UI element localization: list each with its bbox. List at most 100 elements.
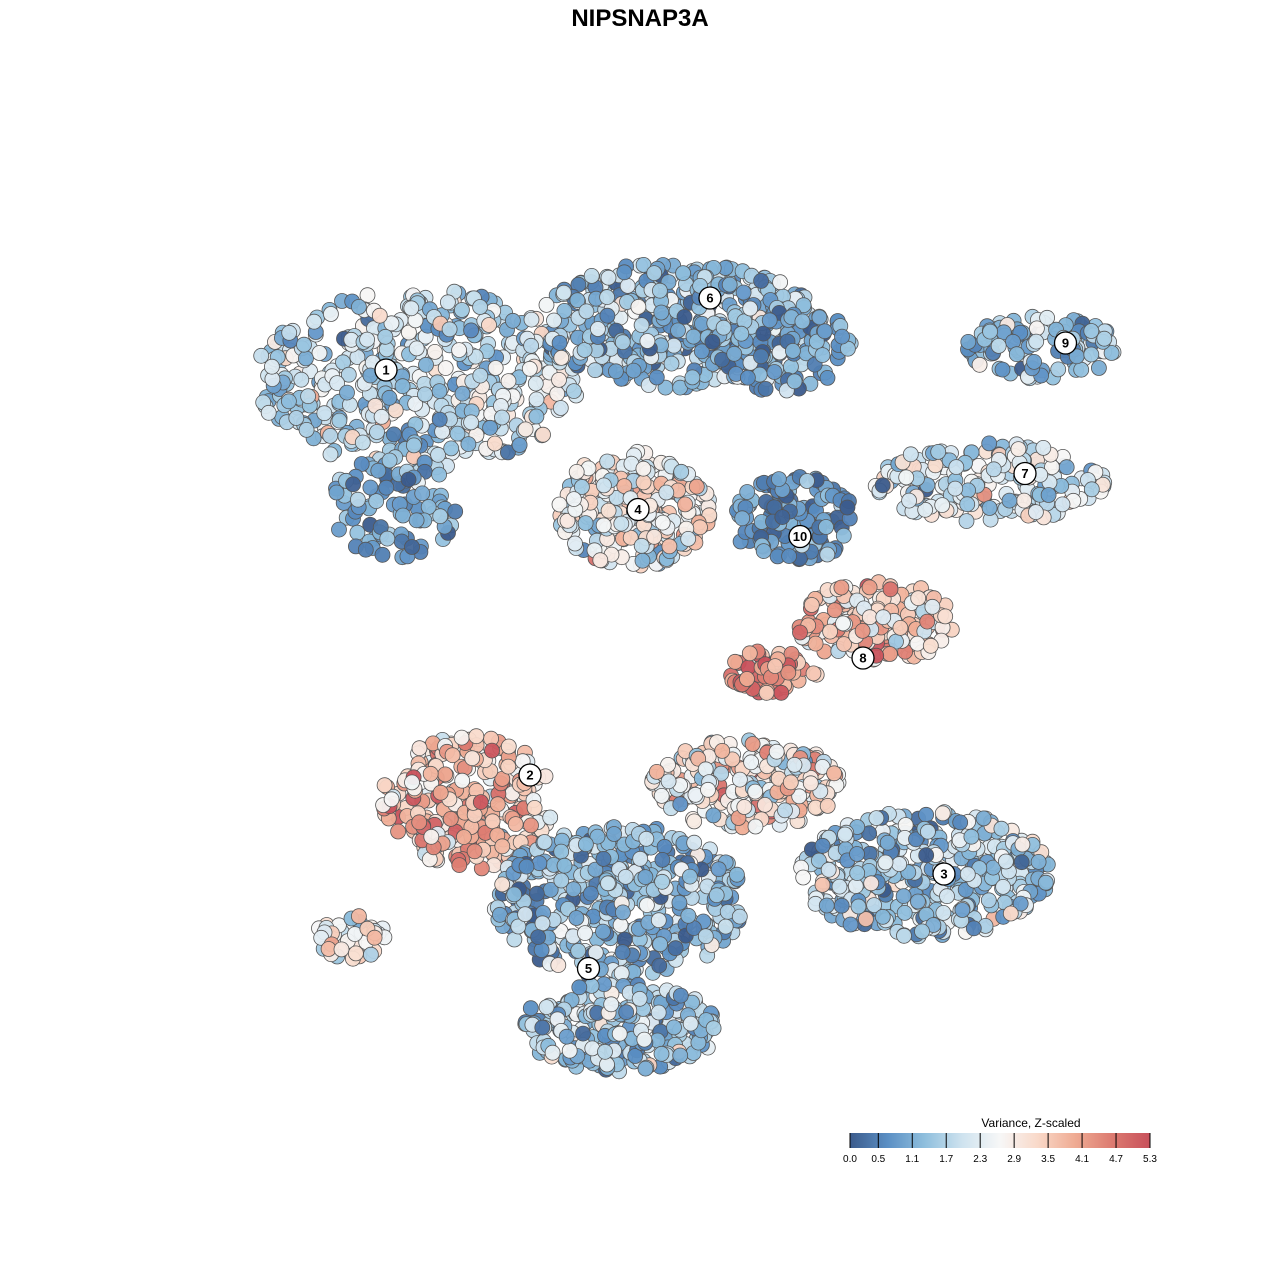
cell-point [863, 875, 880, 892]
cluster-marker [518, 763, 542, 787]
cell-point [653, 304, 670, 321]
cell-point [437, 360, 454, 377]
cell-point [959, 866, 976, 883]
cell-point [407, 395, 424, 412]
cluster-label-3: 3 [932, 862, 956, 886]
cell-point [505, 312, 521, 329]
cell-point [442, 811, 459, 827]
cell-point [538, 296, 555, 313]
cell-point [408, 340, 425, 357]
cell-point [400, 471, 417, 488]
cell-point [1035, 439, 1052, 456]
cell-point [835, 615, 851, 632]
cell-point [322, 427, 339, 444]
cell-point [948, 459, 965, 476]
cell-point [710, 861, 727, 878]
cell-point [736, 799, 753, 815]
cluster-marker [851, 646, 875, 670]
cell-point [742, 300, 759, 317]
cell-point [600, 502, 617, 519]
cell-point [834, 328, 850, 345]
cell-point [622, 529, 639, 546]
cell-point [608, 363, 624, 380]
cell-point [439, 294, 456, 311]
cell-point [523, 311, 540, 328]
cell-point [661, 538, 678, 555]
cell-point [526, 800, 543, 816]
cell-point [431, 411, 448, 428]
cell-point [472, 794, 489, 810]
cell-point [350, 908, 367, 925]
cell-point [576, 342, 593, 358]
cell-point [898, 469, 915, 486]
cell-point [553, 872, 570, 889]
cell-point [331, 521, 347, 538]
cell-point [423, 828, 440, 845]
legend-colorbar [850, 1133, 1150, 1148]
cell-point [570, 942, 587, 959]
cluster-marker [1013, 461, 1037, 486]
cell-point [819, 546, 836, 563]
cell-point [575, 1025, 591, 1042]
cell-point [288, 410, 305, 426]
cell-point [734, 510, 751, 527]
cell-point [559, 512, 576, 529]
cell-point [253, 347, 270, 364]
cell-point [544, 1044, 561, 1061]
cell-point [472, 299, 489, 315]
cell-point [705, 1020, 722, 1037]
cell-point [918, 847, 935, 864]
cell-point [735, 284, 752, 301]
cell-point [596, 477, 612, 494]
cell-point [595, 923, 611, 940]
cell-point [451, 342, 468, 359]
cell-point [877, 854, 894, 871]
cell-point [724, 751, 741, 768]
cluster-number: 8 [859, 651, 866, 666]
cell-point [518, 858, 535, 875]
cell-point [369, 424, 385, 440]
cell-point [449, 425, 466, 442]
cell-point [558, 1028, 575, 1045]
cell-point [892, 620, 909, 636]
cell-point [625, 362, 642, 379]
cell-point [606, 826, 622, 842]
cell-point [658, 484, 675, 501]
cell-point [1001, 492, 1018, 509]
cell-point [404, 774, 420, 791]
cell-point [994, 361, 1011, 378]
cell-point [981, 500, 998, 516]
cell-point [914, 923, 930, 940]
cell-point [571, 979, 588, 996]
cell-point [879, 834, 896, 851]
cell-point [985, 461, 1002, 478]
cluster-marker [698, 286, 722, 310]
cell-point [919, 613, 936, 630]
cell-point [651, 957, 668, 974]
color-legend: Variance, Z-scaled 0.0 0.5 1.1 1.7 2.3 2.9 3.5… [843, 1116, 1157, 1165]
cell-point [653, 788, 670, 804]
cell-point [1073, 361, 1090, 378]
cell-point [549, 385, 566, 402]
cell-point [639, 333, 656, 349]
cell-point [463, 414, 480, 431]
cell-point [565, 881, 582, 898]
cell-point [714, 743, 731, 759]
cell-point [676, 308, 693, 325]
cell-point [507, 816, 524, 832]
cell-point [587, 861, 604, 878]
cell-point [1103, 345, 1120, 361]
cell-point [568, 463, 585, 480]
cell-point [300, 388, 317, 405]
cell-point [371, 307, 388, 324]
legend-tick-label: 3.5 [1041, 1154, 1055, 1165]
cell-point [739, 671, 755, 687]
legend-tick-label: 4.7 [1109, 1154, 1123, 1165]
cell-point [874, 477, 891, 494]
cell-point [1039, 309, 1055, 326]
cell-point [833, 897, 850, 914]
cell-point [311, 345, 328, 361]
cell-point [603, 996, 620, 1013]
cell-point [395, 507, 411, 524]
